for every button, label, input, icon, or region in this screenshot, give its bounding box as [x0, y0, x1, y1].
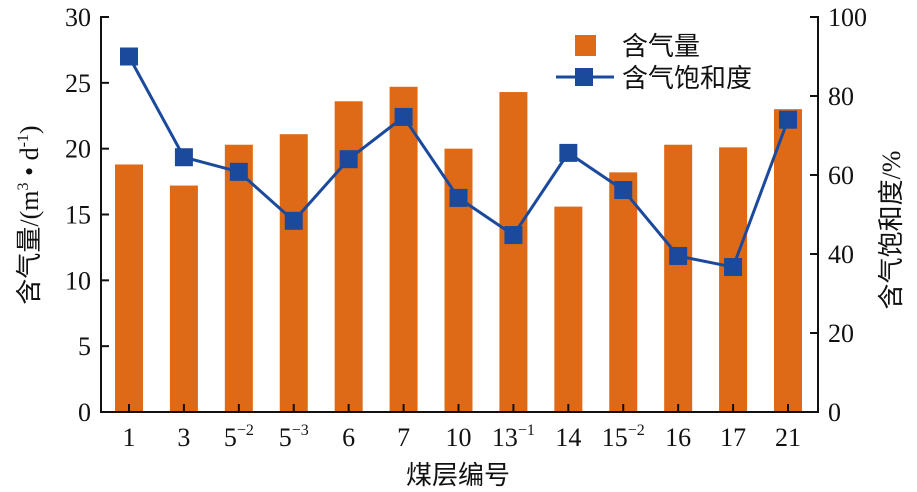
- line-series-gas-saturation: [120, 47, 797, 277]
- square-marker-icon: [614, 181, 633, 200]
- y-left-tick-label: 20: [65, 135, 91, 164]
- bar: [279, 134, 308, 412]
- y-left-tick-label: 0: [78, 398, 91, 427]
- x-tick-label: 5−3: [279, 422, 309, 452]
- legend: 含气量 含气饱和度: [556, 32, 752, 93]
- legend-bar-swatch: [575, 35, 596, 56]
- legend-line-label: 含气饱和度: [622, 64, 752, 93]
- square-marker-icon: [559, 143, 578, 162]
- x-tick-label: 16: [665, 423, 691, 452]
- square-marker-icon: [229, 162, 248, 181]
- bar: [664, 144, 693, 412]
- x-tick-label: 6: [342, 423, 355, 452]
- y-left-tick-label: 5: [78, 332, 91, 361]
- x-tick-label: 15−2: [602, 422, 645, 452]
- y-right-tick-label: 80: [828, 82, 854, 111]
- square-marker-icon: [724, 258, 743, 277]
- x-tick-label: 13−1: [492, 422, 535, 452]
- x-tick-label: 7: [397, 423, 410, 452]
- square-marker-icon: [504, 226, 523, 245]
- y-right-tick-label: 100: [828, 3, 867, 32]
- square-marker-icon: [174, 148, 193, 167]
- bar: [444, 148, 473, 412]
- axes: 0 5 10 15 20 25 30 0 20 40 60 80 100: [65, 3, 867, 427]
- y-left-tick-label: 10: [65, 266, 91, 295]
- square-marker-icon: [779, 110, 797, 129]
- x-tick-label: 3: [177, 423, 190, 452]
- bar: [389, 86, 418, 413]
- legend-square-marker-icon: [575, 68, 593, 86]
- bar: [169, 185, 198, 412]
- x-tick-label: 17: [720, 423, 746, 452]
- bar: [334, 101, 363, 413]
- x-tick-labels: 1 3 5−2 5−3 6 7 10 13−1 14 15−2 16 17 21: [123, 422, 802, 452]
- x-tick-label: 5−2: [224, 422, 254, 452]
- y-right-tick-label: 40: [828, 240, 854, 269]
- legend-bar-label: 含气量: [622, 32, 700, 61]
- bar: [115, 164, 143, 412]
- bar: [499, 92, 528, 413]
- x-axis-title: 煤层编号: [406, 461, 510, 490]
- square-marker-icon: [394, 107, 413, 126]
- bar: [609, 172, 638, 412]
- x-tick-label: 21: [775, 423, 801, 452]
- y-axis-left-title: 含气量/(m3 • d-1): [15, 125, 44, 304]
- bar: [554, 206, 583, 412]
- y-right-tick-label: 20: [828, 319, 854, 348]
- square-marker-icon: [120, 47, 138, 66]
- x-tick-label: 1: [123, 423, 136, 452]
- y-axis-right-title: 含气饱和度/%: [877, 151, 906, 310]
- y-right-tick-label: 60: [828, 161, 854, 190]
- y-left-tick-label: 25: [65, 69, 91, 98]
- x-tick-label: 10: [446, 423, 472, 452]
- square-marker-icon: [449, 188, 468, 207]
- square-marker-icon: [339, 150, 358, 169]
- bar: [719, 147, 748, 412]
- bar-series-gas-content: [115, 86, 802, 413]
- square-marker-icon: [669, 246, 688, 265]
- x-tick-label: 14: [555, 423, 581, 452]
- bar: [774, 109, 802, 413]
- y-left-tick-label: 30: [65, 3, 91, 32]
- bar: [224, 144, 253, 412]
- y-right-tick-label: 0: [828, 398, 841, 427]
- square-marker-icon: [284, 211, 303, 230]
- y-left-tick-label: 15: [65, 201, 91, 230]
